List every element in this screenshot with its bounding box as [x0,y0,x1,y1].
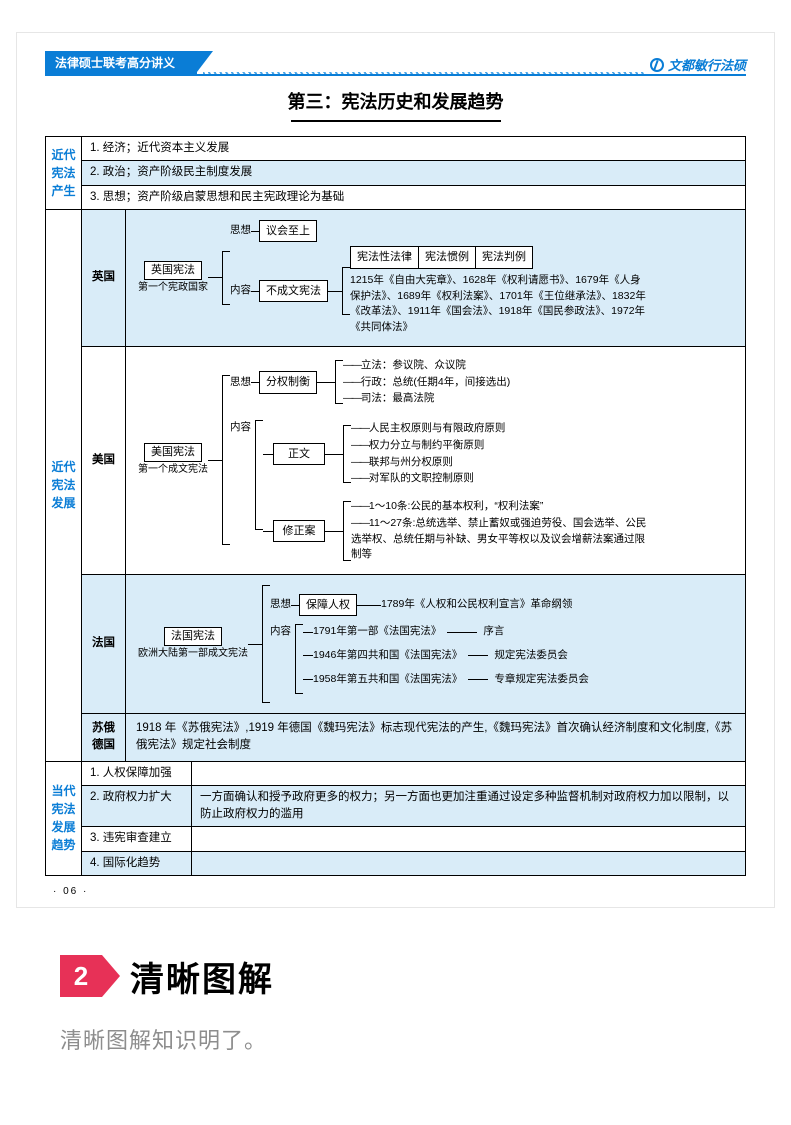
s1-row: 3. 思想；资产阶级启蒙思想和民主宪政理论为基础 [82,185,745,209]
sude-name: 苏俄德国 [82,714,126,761]
us-diagram: 美国宪法 第一个成文宪法 思想 分权制衡 [126,347,745,574]
page: 法律硕士联考高分讲义 文都敏行法硕 第三：宪法历史和发展趋势 近代宪法产生 1.… [0,0,791,1125]
uk-diagram: 英国宪法 第一个宪政国家 思想议会至上 内容 不成文宪法 [126,210,745,346]
section3-label: 当代宪法发展趋势 [46,762,82,875]
document-sheet: 法律硕士联考高分讲义 文都敏行法硕 第三：宪法历史和发展趋势 近代宪法产生 1.… [16,32,775,908]
fr-diagram: 法国宪法 欧洲大陆第一部成文宪法 思想 保障人权 1789年《人权和 [126,575,745,713]
us-name: 美国 [82,347,126,574]
brand: 文都敏行法硕 [650,55,746,74]
page-number: · 06 · [53,886,746,897]
promo-sub: 清晰图解知识明了。 [60,1023,731,1055]
hatch-rule [203,72,644,74]
section2-label: 近代宪法发展 [46,210,82,761]
header-rule [45,74,746,76]
s1-row: 2. 政治；资产阶级民主制度发展 [82,160,745,184]
uk-docs: 1215年《自由大宪章》、1628年《权利请愿书》、1679年《人身保护法》、1… [350,273,650,336]
globe-icon [650,58,664,72]
uk-box: 英国宪法 [144,261,202,280]
section1-label: 近代宪法产生 [46,137,82,209]
uk-name: 英国 [82,210,126,346]
uk-lawtypes: 宪法性法律 宪法惯例 宪法判例 [350,246,650,269]
page-title: 第三：宪法历史和发展趋势 [45,88,746,114]
sude-text: 1918 年《苏俄宪法》,1919 年德国《魏玛宪法》标志现代宪法的产生,《魏玛… [126,714,745,761]
promo-section: 2 清晰图解 清晰图解知识明了。 [16,908,775,1085]
promo-title: 清晰图解 [130,952,274,1001]
fr-name: 法国 [82,575,126,713]
series-tab: 法律硕士联考高分讲义 [45,51,197,74]
brand-text: 文都敏行法硕 [668,55,746,74]
uk-subnote: 第一个宪政国家 [138,280,208,295]
s1-row: 1. 经济；近代资本主义发展 [82,137,745,160]
main-table: 近代宪法产生 1. 经济；近代资本主义发展 2. 政治；资产阶级民主制度发展 3… [45,136,746,876]
title-underline [291,120,501,122]
promo-badge: 2 [60,955,102,997]
